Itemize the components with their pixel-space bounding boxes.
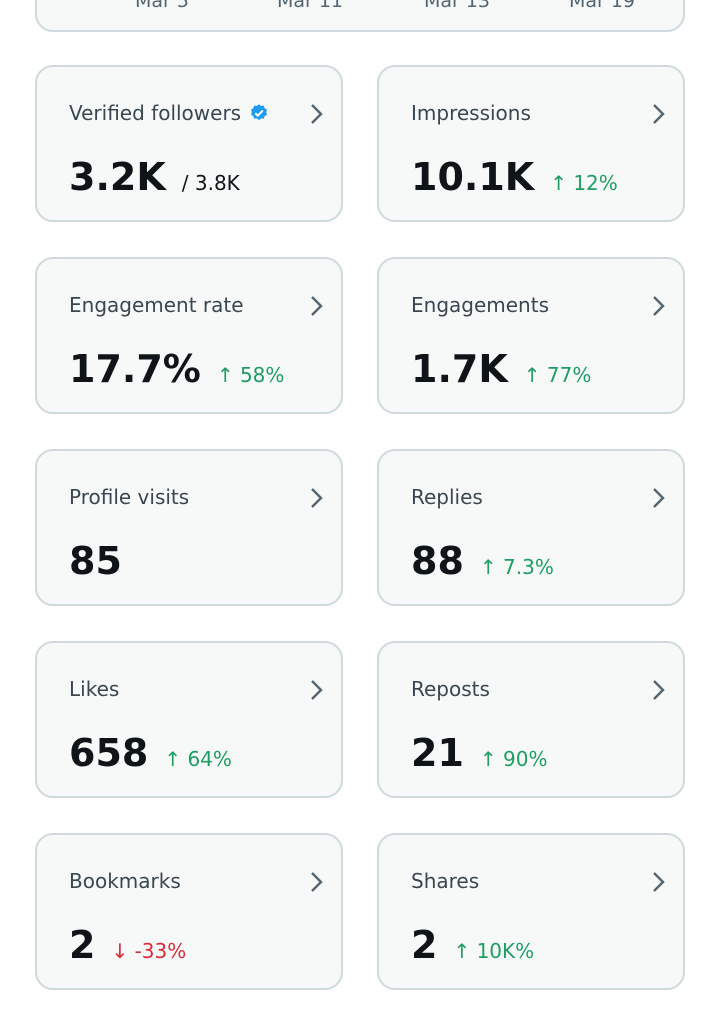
axis-label: Mar 13	[423, 0, 491, 12]
metric-label: Profile visits	[69, 485, 189, 509]
label-text: Reposts	[411, 677, 490, 701]
metric-value: 658	[69, 731, 149, 775]
metric-value: 2	[69, 923, 96, 967]
chevron-icon	[311, 872, 323, 892]
metric-label: Verified followers	[69, 101, 269, 125]
metric-change: ↑ 77%	[523, 363, 592, 387]
axis-label: Mar 19	[568, 0, 636, 12]
chevron-icon	[653, 296, 665, 316]
metric-label: Engagement rate	[69, 293, 244, 317]
chevron-icon	[311, 680, 323, 700]
metric-row: 88 ↑ 7.3%	[411, 539, 554, 583]
metric-label: Engagements	[411, 293, 549, 317]
metric-card[interactable]: Bookmarks 2 ↓ -33%	[35, 833, 343, 990]
metric-row: 21 ↑ 90%	[411, 731, 547, 775]
chart-card: Mar 5 Mar 11 Mar 13 Mar 19	[35, 0, 685, 32]
metric-row: 658 ↑ 64%	[69, 731, 232, 775]
metric-value: 88	[411, 539, 464, 583]
metric-change: ↑ 7.3%	[479, 555, 554, 579]
metric-row: 2 ↑ 10K%	[411, 923, 534, 967]
label-text: Engagement rate	[69, 293, 244, 317]
metric-row: 3.2K / 3.8K	[69, 155, 240, 199]
metric-value: 10.1K	[411, 155, 535, 199]
metric-card[interactable]: Reposts 21 ↑ 90%	[377, 641, 685, 798]
metric-card[interactable]: Shares 2 ↑ 10K%	[377, 833, 685, 990]
label-text: Likes	[69, 677, 120, 701]
label-text: Replies	[411, 485, 483, 509]
label-text: Profile visits	[69, 485, 190, 509]
metric-value: 85	[69, 539, 122, 583]
metric-label: Likes	[69, 677, 119, 701]
label-text: Impressions	[411, 101, 531, 125]
verified-badge	[251, 104, 268, 121]
metric-label: Replies	[411, 485, 483, 509]
metric-change: ↑ 10K%	[453, 939, 535, 963]
metric-row: 1.7K ↑ 77%	[411, 347, 591, 391]
label-text: Verified followers	[69, 101, 242, 125]
metric-value: 17.7%	[69, 347, 201, 391]
metric-card[interactable]: Replies 88 ↑ 7.3%	[377, 449, 685, 606]
metric-label: Bookmarks	[69, 869, 181, 893]
axis-label: Mar 5	[135, 0, 189, 12]
metric-value: 2	[411, 923, 438, 967]
label-text: Engagements	[411, 293, 549, 317]
metric-row: 2 ↓ -33%	[69, 923, 186, 967]
metric-value: 21	[411, 731, 464, 775]
metric-card[interactable]: Engagements 1.7K ↑ 77%	[377, 257, 685, 414]
chevron-icon	[311, 104, 323, 124]
metric-card[interactable]: Likes 658 ↑ 64%	[35, 641, 343, 798]
metric-value: 1.7K	[411, 347, 508, 391]
metric-total: / 3.8K	[181, 171, 240, 195]
metric-label: Impressions	[411, 101, 531, 125]
metric-row: 10.1K ↑ 12%	[411, 155, 618, 199]
label-text: Shares	[411, 869, 480, 893]
metric-row: 17.7% ↑ 58%	[69, 347, 284, 391]
metric-value: 3.2K	[69, 155, 166, 199]
metric-change: ↑ 58%	[216, 363, 285, 387]
metric-card[interactable]: Profile visits 85	[35, 449, 343, 606]
metric-card[interactable]: Engagement rate 17.7% ↑ 58%	[35, 257, 343, 414]
axis-label: Mar 11	[276, 0, 344, 12]
chevron-icon	[311, 488, 323, 508]
metric-card[interactable]: Verified followers 3.2K / 3.8K	[35, 65, 343, 222]
label-text: Bookmarks	[69, 869, 181, 893]
metric-change: ↑ 64%	[164, 747, 232, 771]
chevron-icon	[653, 680, 665, 700]
metric-change: ↓ -33%	[111, 939, 187, 963]
metric-card[interactable]: Impressions 10.1K ↑ 12%	[377, 65, 685, 222]
metric-change: ↑ 12%	[550, 171, 618, 195]
chevron-icon	[653, 872, 665, 892]
metric-label: Reposts	[411, 677, 490, 701]
metric-row: 85	[69, 539, 122, 583]
metric-label: Shares	[411, 869, 479, 893]
chevron-icon	[653, 104, 665, 124]
chevron-icon	[311, 296, 323, 316]
metric-change: ↑ 90%	[479, 747, 548, 771]
chevron-icon	[653, 488, 665, 508]
